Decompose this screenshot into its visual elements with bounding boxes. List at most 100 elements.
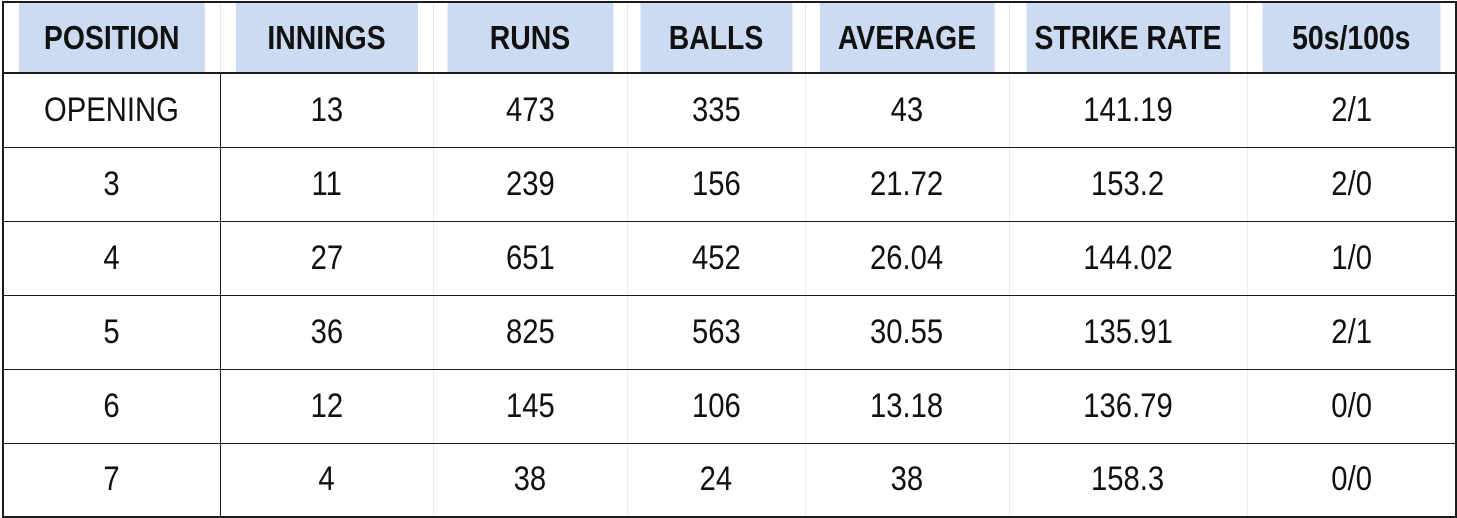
cell-position: 7: [2, 443, 221, 518]
cell-average-text: 21.72: [870, 164, 944, 203]
cell-innings: 12: [219, 369, 434, 444]
cell-average: 38: [804, 443, 1010, 518]
cell-fifties-hundreds: 2/1: [1246, 295, 1457, 370]
cell-strike-rate-text: 135.91: [1083, 312, 1173, 351]
column-header-strike-rate: STRIKE RATE: [1025, 1, 1231, 74]
cell-runs-text: 145: [505, 386, 555, 425]
cell-average: 26.04: [804, 221, 1010, 296]
cell-balls-text: 156: [691, 164, 741, 203]
cell-fifties-hundreds-text: 1/0: [1330, 238, 1372, 277]
cell-average: 13.18: [804, 369, 1010, 444]
cell-runs-text: 239: [505, 164, 555, 203]
column-header-innings: INNINGS: [234, 1, 419, 74]
cell-balls-text: 335: [691, 90, 741, 129]
cell-strike-rate: 158.3: [1008, 443, 1248, 518]
cell-runs: 473: [432, 73, 628, 148]
cell-average-text: 38: [890, 460, 924, 499]
cell-fifties-hundreds-text: 2/1: [1330, 312, 1372, 351]
cell-strike-rate-text: 144.02: [1083, 238, 1173, 277]
cell-strike-rate: 135.91: [1008, 295, 1248, 370]
column-header-average: AVERAGE: [818, 1, 996, 74]
cell-balls: 335: [626, 73, 806, 148]
cell-innings-text: 12: [310, 386, 343, 425]
cell-runs-text: 473: [505, 90, 555, 129]
cell-runs: 239: [432, 147, 628, 222]
column-header-position: POSITION: [17, 1, 206, 74]
cell-fifties-hundreds-text: 2/0: [1330, 164, 1372, 203]
cell-runs: 38: [432, 443, 628, 518]
cell-position-text: 4: [103, 238, 120, 277]
cell-innings-text: 4: [318, 460, 335, 499]
cell-strike-rate-text: 153.2: [1091, 164, 1165, 203]
table-row: OPENING 13 473 335 43 141.19 2/1: [2, 73, 1457, 148]
cell-position: 6: [2, 369, 221, 444]
cell-position: 4: [2, 221, 221, 296]
cell-innings: 27: [219, 221, 434, 296]
cell-fifties-hundreds-text: 0/0: [1330, 460, 1372, 499]
cell-average-text: 30.55: [870, 312, 944, 351]
cell-innings: 36: [219, 295, 434, 370]
cell-position-text: OPENING: [44, 90, 180, 129]
cell-position: 5: [2, 295, 221, 370]
cell-position-text: 6: [103, 386, 120, 425]
cell-innings-text: 13: [310, 90, 343, 129]
cell-balls: 156: [626, 147, 806, 222]
cell-runs: 145: [432, 369, 628, 444]
cell-innings: 13: [219, 73, 434, 148]
cell-innings-text: 11: [311, 164, 342, 203]
cell-balls-text: 452: [691, 238, 741, 277]
table-row: 6 12 145 106 13.18 136.79 0/0: [2, 369, 1457, 444]
cell-balls: 452: [626, 221, 806, 296]
header-row: POSITION INNINGS RUNS BALLS AVERAGE STRI…: [3, 1, 1456, 74]
table-row: 4 27 651 452 26.04 144.02 1/0: [2, 221, 1457, 296]
cell-runs: 651: [432, 221, 628, 296]
table-row: 5 36 825 563 30.55 135.91 2/1: [2, 295, 1457, 370]
cell-balls-text: 24: [699, 460, 733, 499]
cell-average-text: 43: [890, 90, 924, 129]
cell-fifties-hundreds: 2/1: [1246, 73, 1457, 148]
cell-runs-text: 825: [505, 312, 555, 351]
table-row: 7 4 38 24 38 158.3 0/0: [2, 443, 1457, 518]
column-header-fifties-hundreds: 50s/100s: [1261, 1, 1443, 74]
cell-balls: 563: [626, 295, 806, 370]
cell-fifties-hundreds: 0/0: [1246, 443, 1457, 518]
cell-strike-rate: 141.19: [1008, 73, 1248, 148]
cell-runs-text: 651: [505, 238, 555, 277]
cell-average: 30.55: [804, 295, 1010, 370]
cell-innings: 4: [219, 443, 434, 518]
cell-fifties-hundreds: 1/0: [1246, 221, 1457, 296]
cell-fifties-hundreds-text: 0/0: [1330, 386, 1372, 425]
column-header-runs: RUNS: [446, 1, 614, 74]
cell-position-text: 3: [103, 164, 120, 203]
table-header: POSITION INNINGS RUNS BALLS AVERAGE STRI…: [3, 1, 1456, 74]
cell-average: 21.72: [804, 147, 1010, 222]
cell-strike-rate-text: 141.19: [1083, 90, 1173, 129]
cell-strike-rate: 144.02: [1008, 221, 1248, 296]
cell-strike-rate: 136.79: [1008, 369, 1248, 444]
cell-strike-rate-text: 136.79: [1083, 386, 1173, 425]
cell-innings: 11: [219, 147, 434, 222]
cell-average: 43: [804, 73, 1010, 148]
cell-position-text: 7: [103, 460, 120, 499]
cell-fifties-hundreds: 0/0: [1246, 369, 1457, 444]
cell-position: OPENING: [2, 73, 221, 148]
cell-fifties-hundreds-text: 2/1: [1330, 90, 1372, 129]
table-body: OPENING 13 473 335 43 141.19 2/1 3 11 23…: [2, 73, 1457, 518]
cell-strike-rate-text: 158.3: [1091, 460, 1165, 499]
cell-runs: 825: [432, 295, 628, 370]
cell-innings-text: 27: [310, 238, 343, 277]
cell-average-text: 13.18: [870, 386, 944, 425]
cell-balls-text: 106: [691, 386, 741, 425]
cell-strike-rate: 153.2: [1008, 147, 1248, 222]
table-row: 3 11 239 156 21.72 153.2 2/0: [2, 147, 1457, 222]
cell-position: 3: [2, 147, 221, 222]
cell-average-text: 26.04: [870, 238, 944, 277]
cell-runs-text: 38: [513, 460, 547, 499]
cell-position-text: 5: [103, 312, 120, 351]
cell-balls: 106: [626, 369, 806, 444]
cell-fifties-hundreds: 2/0: [1246, 147, 1457, 222]
cell-balls: 24: [626, 443, 806, 518]
cell-innings-text: 36: [310, 312, 343, 351]
cell-balls-text: 563: [691, 312, 741, 351]
